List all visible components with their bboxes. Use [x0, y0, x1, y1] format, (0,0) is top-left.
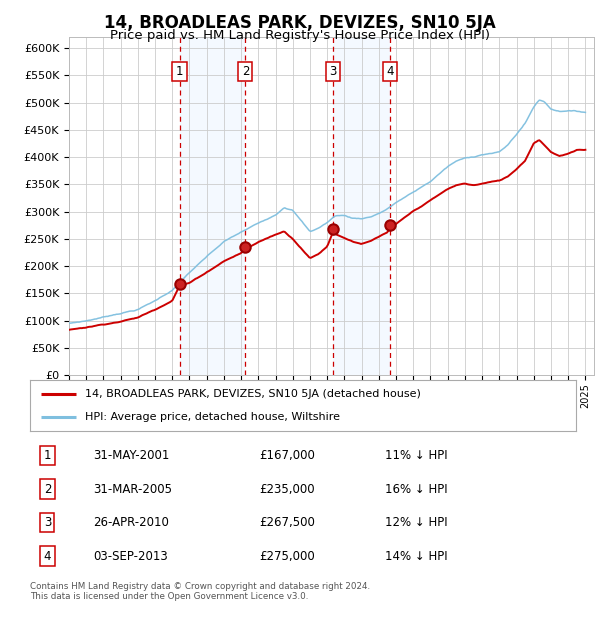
Text: 4: 4 [44, 549, 51, 562]
Text: 2: 2 [242, 65, 249, 78]
Bar [333, 37, 391, 375]
Text: 14, BROADLEAS PARK, DEVIZES, SN10 5JA: 14, BROADLEAS PARK, DEVIZES, SN10 5JA [104, 14, 496, 32]
Text: Price paid vs. HM Land Registry's House Price Index (HPI): Price paid vs. HM Land Registry's House … [110, 29, 490, 42]
Text: 1: 1 [44, 449, 51, 462]
Text: HPI: Average price, detached house, Wiltshire: HPI: Average price, detached house, Wilt… [85, 412, 340, 422]
Text: 3: 3 [329, 65, 337, 78]
Text: 2: 2 [44, 482, 51, 495]
Text: £235,000: £235,000 [259, 482, 315, 495]
Bar [179, 37, 245, 375]
Text: £275,000: £275,000 [259, 549, 315, 562]
Text: 31-MAY-2001: 31-MAY-2001 [93, 449, 169, 462]
Text: 14, BROADLEAS PARK, DEVIZES, SN10 5JA (detached house): 14, BROADLEAS PARK, DEVIZES, SN10 5JA (d… [85, 389, 421, 399]
Text: £267,500: £267,500 [259, 516, 315, 529]
Text: 31-MAR-2005: 31-MAR-2005 [93, 482, 172, 495]
Text: 14% ↓ HPI: 14% ↓ HPI [385, 549, 448, 562]
Text: £167,000: £167,000 [259, 449, 315, 462]
Text: Contains HM Land Registry data © Crown copyright and database right 2024.
This d: Contains HM Land Registry data © Crown c… [30, 582, 370, 601]
Text: 4: 4 [386, 65, 394, 78]
Text: 26-APR-2010: 26-APR-2010 [93, 516, 169, 529]
Text: 12% ↓ HPI: 12% ↓ HPI [385, 516, 448, 529]
Text: 1: 1 [176, 65, 183, 78]
Text: 11% ↓ HPI: 11% ↓ HPI [385, 449, 448, 462]
Text: 03-SEP-2013: 03-SEP-2013 [93, 549, 167, 562]
Text: 3: 3 [44, 516, 51, 529]
Text: 16% ↓ HPI: 16% ↓ HPI [385, 482, 448, 495]
